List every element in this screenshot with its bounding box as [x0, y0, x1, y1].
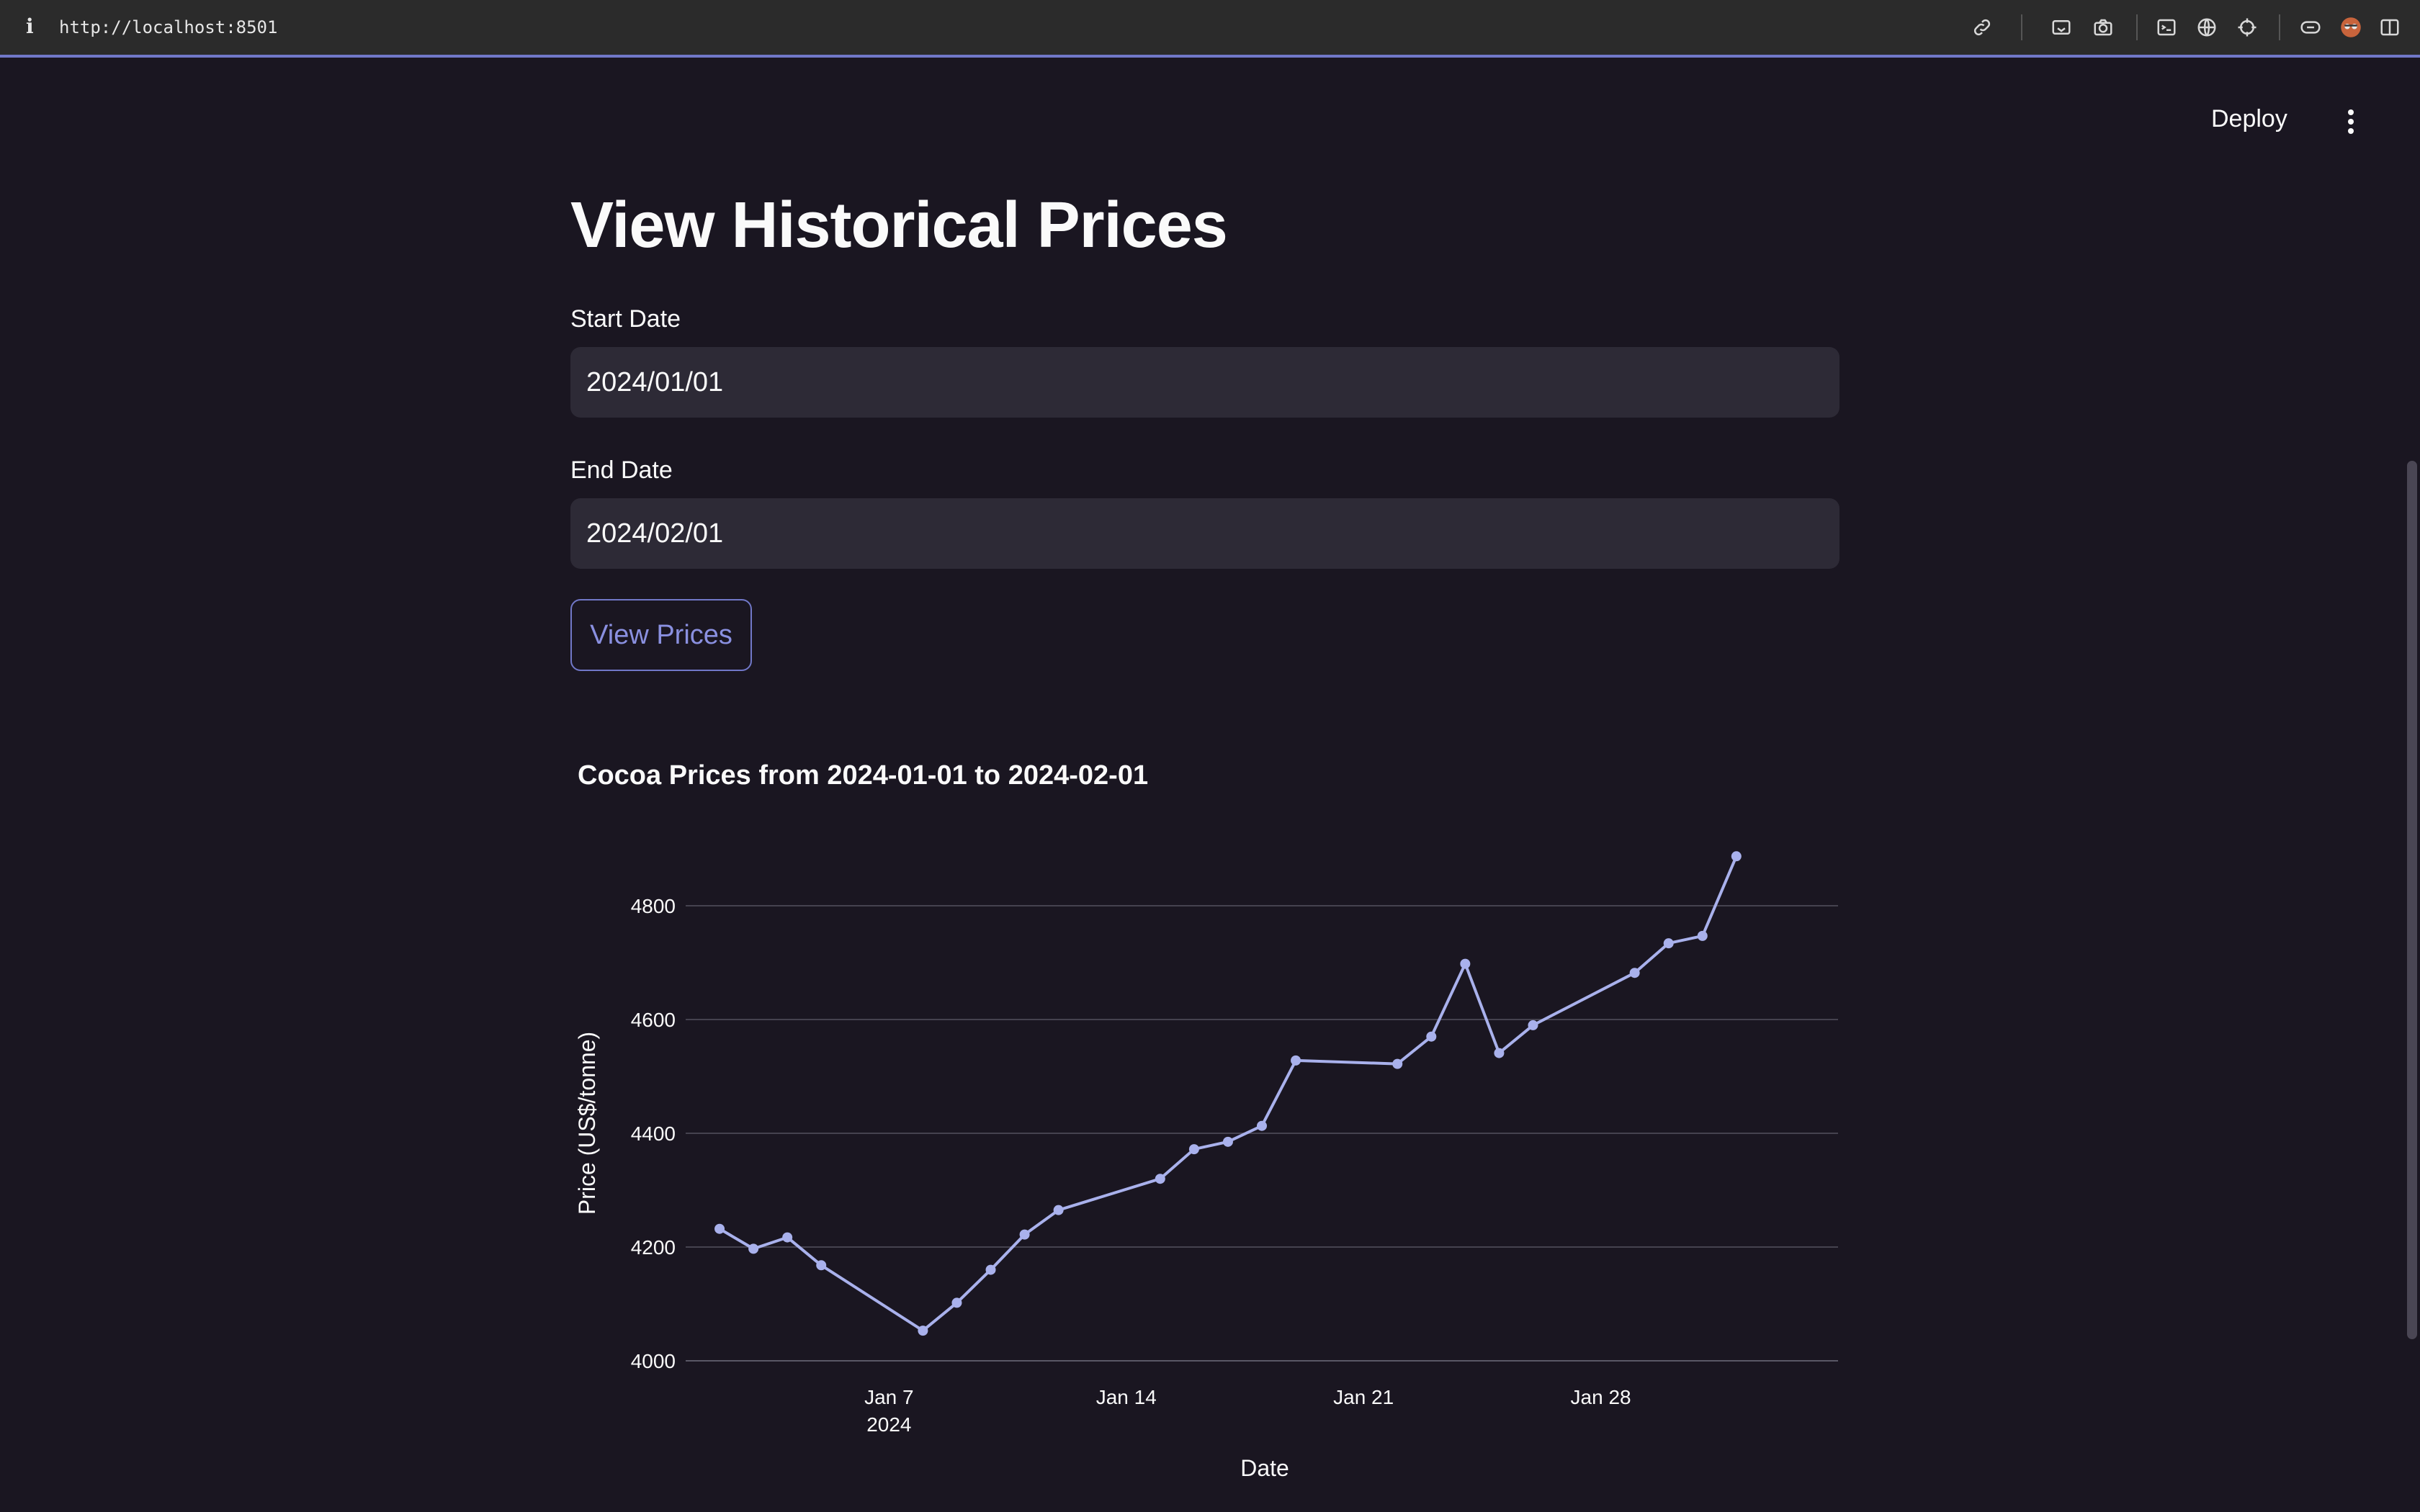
- price-point[interactable]: [1663, 938, 1674, 949]
- link-icon[interactable]: [1971, 16, 1994, 39]
- sidebar-toggle-icon[interactable]: [2378, 16, 2401, 39]
- end-date-input[interactable]: [570, 498, 1839, 569]
- price-point[interactable]: [1291, 1055, 1301, 1066]
- y-tick-label: 4400: [631, 1122, 676, 1145]
- page-title: View Historical Prices: [570, 189, 1228, 261]
- price-point[interactable]: [782, 1232, 793, 1243]
- globe-icon[interactable]: [2195, 16, 2218, 39]
- extensions-icon[interactable]: [2299, 16, 2322, 39]
- price-point[interactable]: [1494, 1048, 1505, 1058]
- x-axis-label: Date: [1240, 1455, 1289, 1481]
- x-tick-label: Jan 21: [1333, 1386, 1394, 1408]
- price-point[interactable]: [1528, 1020, 1538, 1030]
- start-date-label: Start Date: [570, 305, 681, 333]
- crosshair-icon[interactable]: [2236, 16, 2259, 39]
- deploy-button[interactable]: Deploy: [2211, 105, 2287, 132]
- toolbar-separator: [2279, 14, 2280, 40]
- end-date-label: End Date: [570, 456, 673, 484]
- site-info-icon[interactable]: i: [26, 14, 34, 38]
- chart-title: Cocoa Prices from 2024-01-01 to 2024-02-…: [578, 760, 1149, 791]
- x-tick-label: Jan 7: [864, 1386, 914, 1408]
- view-prices-button[interactable]: View Prices: [570, 599, 752, 671]
- x-tick-sublabel: 2024: [866, 1413, 911, 1436]
- screenshot-icon[interactable]: [2050, 16, 2073, 39]
- y-axis-label: Price (US$/tonne): [574, 1032, 600, 1215]
- price-point[interactable]: [1019, 1229, 1030, 1240]
- browser-toolbar: i http://localhost:8501: [0, 0, 2420, 58]
- y-tick-label: 4000: [631, 1350, 676, 1372]
- price-point[interactable]: [1155, 1174, 1165, 1184]
- address-bar[interactable]: http://localhost:8501: [59, 17, 278, 37]
- price-point[interactable]: [1053, 1205, 1064, 1215]
- price-series-line: [719, 855, 1738, 1333]
- y-tick-label: 4800: [631, 895, 676, 917]
- toolbar-separator: [2021, 14, 2022, 40]
- x-tick-label: Jan 14: [1096, 1386, 1157, 1408]
- price-point[interactable]: [1392, 1058, 1403, 1069]
- price-point[interactable]: [1629, 968, 1640, 978]
- main-menu-icon[interactable]: [2344, 107, 2358, 135]
- y-tick-label: 4600: [631, 1009, 676, 1031]
- price-point[interactable]: [951, 1297, 962, 1308]
- y-tick-label: 4200: [631, 1236, 676, 1259]
- price-point[interactable]: [714, 1223, 725, 1234]
- start-date-input[interactable]: [570, 347, 1839, 418]
- terminal-icon[interactable]: [2155, 16, 2178, 39]
- price-point[interactable]: [1257, 1120, 1267, 1131]
- profile-avatar-icon[interactable]: [2339, 16, 2362, 39]
- price-point[interactable]: [1731, 851, 1742, 862]
- camera-icon[interactable]: [2092, 16, 2115, 39]
- price-point[interactable]: [1188, 1144, 1199, 1155]
- price-point[interactable]: [1460, 958, 1471, 969]
- price-point[interactable]: [918, 1326, 928, 1336]
- scrollbar[interactable]: [2407, 461, 2417, 1339]
- price-point[interactable]: [985, 1264, 996, 1275]
- price-point[interactable]: [748, 1243, 759, 1254]
- price-point[interactable]: [1426, 1031, 1437, 1042]
- price-point[interactable]: [1222, 1136, 1233, 1147]
- x-tick-label: Jan 28: [1571, 1386, 1631, 1408]
- toolbar-separator: [2136, 14, 2138, 40]
- price-point[interactable]: [816, 1260, 827, 1271]
- price-point[interactable]: [1697, 930, 1708, 941]
